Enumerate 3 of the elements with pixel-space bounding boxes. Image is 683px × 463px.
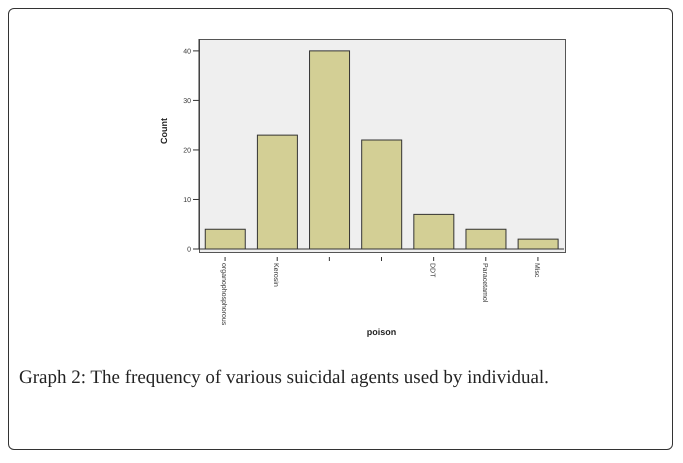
x-axis-title: poison	[366, 327, 396, 337]
caption: Graph 2: The frequency of various suicidal agents used by individual.	[19, 366, 550, 390]
y-axis-title: Count	[159, 118, 170, 144]
